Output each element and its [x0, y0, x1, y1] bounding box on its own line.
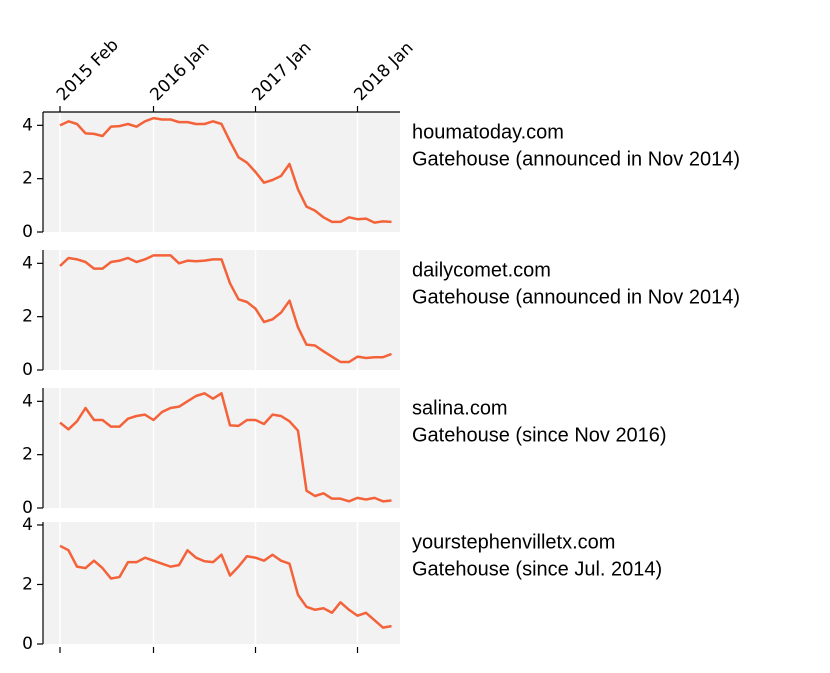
panel-title: yourstephenvilletx.com	[412, 531, 615, 553]
x-tick-label: 2016 Jan	[146, 38, 213, 105]
y-tick-label: 2	[22, 169, 33, 189]
panel-subtitle: Gatehouse (announced in Nov 2014)	[412, 148, 740, 170]
panel-subtitle: Gatehouse (since Nov 2016)	[412, 424, 667, 446]
plot-background	[43, 112, 400, 232]
panel-subtitle: Gatehouse (since Jul. 2014)	[412, 558, 662, 580]
panel-title: dailycomet.com	[412, 259, 551, 281]
data-line	[59, 544, 392, 629]
x-tick-label: 2017 Jan	[248, 38, 315, 105]
data-line	[59, 392, 392, 503]
y-tick-label: 2	[22, 574, 33, 594]
plot-background	[43, 388, 400, 508]
data-line	[59, 254, 392, 364]
y-tick-label: 0	[22, 360, 33, 380]
y-tick-label: 4	[22, 253, 33, 273]
y-tick-label: 0	[22, 222, 33, 242]
y-tick-label: 4	[22, 115, 33, 135]
y-tick-label: 2	[22, 445, 33, 465]
y-tick-label: 4	[22, 515, 33, 535]
panel-subtitle: Gatehouse (announced in Nov 2014)	[412, 286, 740, 308]
y-tick-label: 2	[22, 307, 33, 327]
panel-title: salina.com	[412, 397, 508, 419]
y-tick-label: 0	[22, 634, 33, 654]
x-tick-label: 2015 Feb	[53, 35, 123, 105]
plot-background	[43, 250, 400, 370]
data-line	[59, 116, 392, 224]
panel-title: houmatoday.com	[412, 121, 564, 143]
plot-background	[43, 522, 400, 644]
y-tick-label: 4	[22, 391, 33, 411]
x-tick-label: 2018 Jan	[350, 38, 417, 105]
y-tick-label: 0	[22, 498, 33, 518]
